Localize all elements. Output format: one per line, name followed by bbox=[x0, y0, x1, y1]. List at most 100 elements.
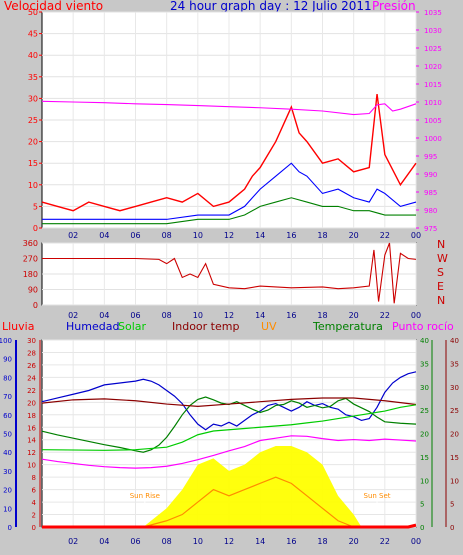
humidity-y-tick: 20 bbox=[3, 487, 12, 495]
temperature-x-tick: 20 bbox=[349, 537, 359, 546]
wind-series-group bbox=[41, 93, 417, 225]
wind-y-tick: 5 bbox=[33, 202, 38, 211]
wind-y-tick: 30 bbox=[28, 94, 38, 103]
wind-x-tick: 12 bbox=[224, 231, 234, 240]
wind-x-tick: 04 bbox=[99, 231, 109, 240]
solar-y-tick: 6 bbox=[32, 487, 37, 495]
humidity-line bbox=[41, 371, 417, 431]
wind-x-tick: 22 bbox=[380, 231, 390, 240]
pressure-y-axis: 975 980 985 990 995 1000 1005 1010 1015 1020 1025 1… bbox=[416, 9, 442, 233]
solar-y-tick: 26 bbox=[27, 362, 36, 370]
wind-direction-line bbox=[42, 242, 417, 304]
direction-x-tick: 14 bbox=[255, 311, 265, 320]
direction-y-tick: 360 bbox=[23, 239, 38, 248]
pressure-y-tick: 1030 bbox=[424, 27, 442, 35]
direction-y-tick: 180 bbox=[23, 270, 38, 279]
pressure-y-tick: 995 bbox=[424, 153, 437, 161]
wind-speed-line bbox=[41, 93, 417, 212]
pressure-y-tick: 1010 bbox=[424, 99, 442, 107]
sun-set-label: Sun Set bbox=[364, 492, 391, 500]
humidity-y-tick: 80 bbox=[3, 374, 12, 382]
avg-wind-line bbox=[42, 197, 416, 225]
wind-x-tick: 10 bbox=[193, 231, 203, 240]
wind-axis-title: Velocidad viento bbox=[4, 0, 103, 13]
dew-point-y-tick: 30 bbox=[450, 384, 459, 392]
direction-x-tick: 00 bbox=[411, 311, 421, 320]
temperature-y-tick: 35 bbox=[420, 360, 429, 368]
wind-y-tick: 25 bbox=[28, 116, 38, 125]
direction-grid bbox=[42, 242, 417, 306]
temperature-y-tick: 20 bbox=[420, 431, 429, 439]
humidity-y-tick: 30 bbox=[3, 468, 12, 476]
temperature-line bbox=[41, 396, 417, 453]
temperature-x-tick: 02 bbox=[68, 537, 78, 546]
legend-label: Temperatura bbox=[312, 320, 383, 333]
legend-label: Lluvia bbox=[2, 320, 34, 333]
direction-x-tick: 18 bbox=[317, 311, 327, 320]
wind-x-axis: 02 04 06 08 10 12 14 16 18 20 22 00 bbox=[68, 231, 421, 240]
wind-y-tick: 20 bbox=[28, 138, 38, 147]
temperature-y-tick: 10 bbox=[420, 477, 429, 485]
solar-y-tick: 20 bbox=[27, 399, 36, 407]
compass-label: N bbox=[437, 294, 445, 307]
humidity-y-tick: 60 bbox=[3, 412, 12, 420]
compass-label: E bbox=[437, 280, 444, 293]
humidity-y-tick: 10 bbox=[3, 505, 12, 513]
temperature-y-tick: 15 bbox=[420, 454, 429, 462]
humidity-y-tick: 0 bbox=[8, 524, 12, 532]
wind-y-tick: 0 bbox=[33, 224, 38, 233]
solar-y-tick: 16 bbox=[27, 424, 36, 432]
legend-label: Indoor temp bbox=[172, 320, 239, 333]
temperature-y-tick: 40 bbox=[420, 337, 429, 345]
solar-y-tick: 0 bbox=[32, 524, 36, 532]
solar-y-tick: 10 bbox=[27, 462, 36, 470]
temperature-series-group bbox=[41, 371, 417, 529]
direction-y-axis: 0 90 180 270 360 bbox=[23, 239, 38, 310]
indoor-temp-line bbox=[41, 397, 417, 407]
rain-line bbox=[42, 523, 417, 529]
wind-y-tick: 40 bbox=[28, 51, 38, 60]
temperature-x-tick: 18 bbox=[317, 537, 327, 546]
temperature-x-tick: 22 bbox=[380, 537, 390, 546]
pressure-y-tick: 1035 bbox=[424, 9, 442, 17]
compass-label: W bbox=[437, 252, 448, 265]
solar-y-tick: 12 bbox=[27, 449, 36, 457]
temperature-x-tick: 08 bbox=[162, 537, 172, 546]
pressure-y-tick: 1020 bbox=[424, 63, 442, 71]
direction-series-group bbox=[42, 242, 417, 304]
wind-x-tick: 14 bbox=[255, 231, 265, 240]
dew-point-y-tick: 35 bbox=[450, 360, 459, 368]
temperature-y-tick: 0 bbox=[420, 524, 424, 532]
solar-y-tick: 4 bbox=[32, 499, 37, 507]
temperature-y-tick: 30 bbox=[420, 384, 429, 392]
humidity-y-tick: 50 bbox=[3, 431, 12, 439]
wind-x-tick: 02 bbox=[68, 231, 78, 240]
direction-x-tick: 16 bbox=[286, 311, 296, 320]
direction-x-tick: 12 bbox=[224, 311, 234, 320]
uv-line bbox=[143, 476, 354, 528]
humidity-y-tick: 90 bbox=[3, 356, 12, 364]
pressure-y-tick: 1015 bbox=[424, 81, 442, 89]
wind-x-tick: 16 bbox=[286, 231, 296, 240]
legend-label: Punto rocío bbox=[392, 320, 454, 333]
dew-point-y-tick: 15 bbox=[450, 454, 459, 462]
wind-grid bbox=[42, 11, 417, 229]
dew-point-y-tick: 5 bbox=[450, 501, 454, 509]
pressure-y-tick: 985 bbox=[424, 189, 437, 197]
humidity-y-tick: 40 bbox=[3, 449, 12, 457]
solar-y-tick: 24 bbox=[27, 374, 36, 382]
chart-title: 24 hour graph day : 12 Julio 2011 bbox=[170, 0, 372, 13]
direction-x-tick: 22 bbox=[380, 311, 390, 320]
dew-point-y-tick: 20 bbox=[450, 431, 459, 439]
pressure-y-tick: 1025 bbox=[424, 45, 442, 53]
direction-y-tick: 90 bbox=[28, 286, 38, 295]
wind-y-tick: 10 bbox=[28, 181, 38, 190]
legend-label: UV bbox=[261, 320, 277, 333]
direction-y-tick: 0 bbox=[33, 301, 38, 310]
direction-x-tick: 08 bbox=[162, 311, 172, 320]
wind-y-axis: 0 5 10 15 20 25 30 35 40 45 50 bbox=[28, 8, 42, 233]
legend-label: Humedad bbox=[66, 320, 119, 333]
temperature-x-tick: 10 bbox=[193, 537, 203, 546]
dew-point-y-tick: 0 bbox=[450, 524, 454, 532]
